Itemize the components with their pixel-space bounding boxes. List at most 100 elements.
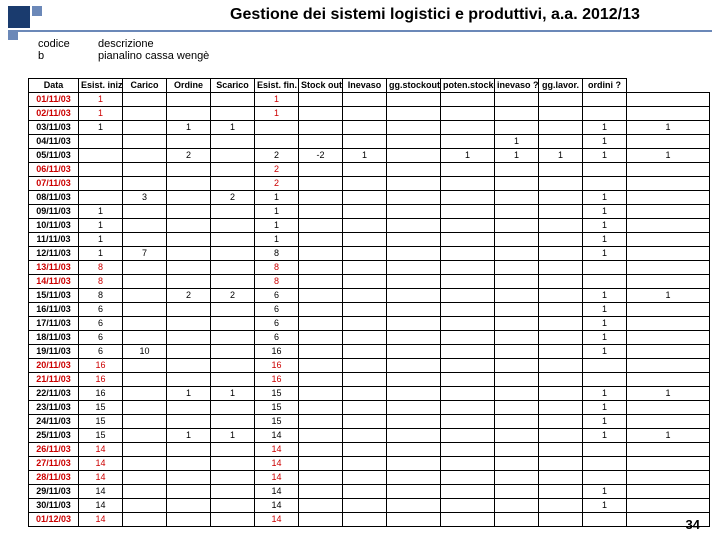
table-row: 15/11/03822611: [29, 289, 710, 303]
data-cell: [627, 275, 710, 289]
table-row: 27/11/031414: [29, 457, 710, 471]
data-cell: [539, 373, 583, 387]
data-cell: [343, 401, 387, 415]
data-cell: [343, 121, 387, 135]
data-cell: [441, 303, 495, 317]
data-cell: [343, 107, 387, 121]
data-cell: [387, 275, 441, 289]
data-cell: 15: [79, 429, 123, 443]
data-cell: [495, 177, 539, 191]
data-cell: [123, 107, 167, 121]
data-cell: [299, 247, 343, 261]
meta-desc-value: pianalino cassa wengè: [98, 50, 209, 62]
data-cell: [539, 331, 583, 345]
data-cell: [495, 471, 539, 485]
data-cell: [167, 247, 211, 261]
date-cell: 17/11/03: [29, 317, 79, 331]
data-cell: [387, 205, 441, 219]
data-cell: [167, 219, 211, 233]
data-cell: [123, 149, 167, 163]
data-cell: 1: [583, 345, 627, 359]
data-cell: [387, 149, 441, 163]
data-cell: [627, 359, 710, 373]
data-cell: [211, 331, 255, 345]
data-cell: [299, 499, 343, 513]
data-cell: [387, 457, 441, 471]
data-cell: [167, 471, 211, 485]
data-cell: [167, 359, 211, 373]
data-cell: [495, 261, 539, 275]
data-cell: [123, 163, 167, 177]
data-cell: [299, 485, 343, 499]
table-row: 17/11/03661: [29, 317, 710, 331]
data-cell: [495, 233, 539, 247]
data-cell: 1: [583, 317, 627, 331]
data-cell: [539, 219, 583, 233]
table-row: 07/11/032: [29, 177, 710, 191]
date-cell: 12/11/03: [29, 247, 79, 261]
data-cell: [167, 331, 211, 345]
table-row: 24/11/0315151: [29, 415, 710, 429]
data-cell: [495, 121, 539, 135]
data-cell: 2: [211, 289, 255, 303]
date-cell: 08/11/03: [29, 191, 79, 205]
data-cell: [167, 191, 211, 205]
data-cell: 6: [79, 303, 123, 317]
data-cell: [539, 499, 583, 513]
data-cell: [343, 135, 387, 149]
data-cell: [387, 499, 441, 513]
data-cell: [495, 163, 539, 177]
data-cell: [539, 471, 583, 485]
data-cell: [495, 93, 539, 107]
data-cell: [167, 107, 211, 121]
data-cell: 8: [255, 275, 299, 289]
data-cell: [387, 121, 441, 135]
data-cell: [123, 415, 167, 429]
data-cell: [343, 345, 387, 359]
table-row: 01/12/031414: [29, 513, 710, 527]
table-row: 16/11/03661: [29, 303, 710, 317]
data-cell: [387, 331, 441, 345]
data-cell: [343, 471, 387, 485]
data-cell: [343, 247, 387, 261]
data-cell: [539, 415, 583, 429]
data-cell: [387, 485, 441, 499]
data-cell: [255, 121, 299, 135]
data-cell: 6: [79, 317, 123, 331]
data-cell: 1: [495, 135, 539, 149]
data-cell: [299, 443, 343, 457]
data-cell: [583, 163, 627, 177]
data-cell: [441, 443, 495, 457]
data-cell: [299, 345, 343, 359]
data-cell: [627, 303, 710, 317]
data-cell: [495, 247, 539, 261]
date-cell: 29/11/03: [29, 485, 79, 499]
data-cell: [343, 499, 387, 513]
data-cell: [387, 373, 441, 387]
data-cell: 8: [255, 261, 299, 275]
data-cell: [387, 429, 441, 443]
data-cell: [167, 513, 211, 527]
data-cell: [583, 107, 627, 121]
data-cell: 14: [255, 513, 299, 527]
data-cell: 2: [255, 149, 299, 163]
data-cell: 14: [79, 457, 123, 471]
data-cell: [441, 233, 495, 247]
data-cell: [387, 387, 441, 401]
data-cell: [211, 247, 255, 261]
data-cell: [123, 513, 167, 527]
data-cell: [211, 107, 255, 121]
data-cell: [343, 485, 387, 499]
data-cell: [299, 373, 343, 387]
data-cell: 14: [255, 443, 299, 457]
data-cell: [539, 247, 583, 261]
data-cell: 1: [583, 135, 627, 149]
data-cell: [495, 205, 539, 219]
data-cell: [583, 457, 627, 471]
slide-title: Gestione dei sistemi logistici e produtt…: [230, 6, 640, 24]
data-cell: 1: [211, 429, 255, 443]
table-row: 26/11/031414: [29, 443, 710, 457]
data-cell: [123, 401, 167, 415]
data-cell: 8: [79, 261, 123, 275]
data-cell: [495, 289, 539, 303]
